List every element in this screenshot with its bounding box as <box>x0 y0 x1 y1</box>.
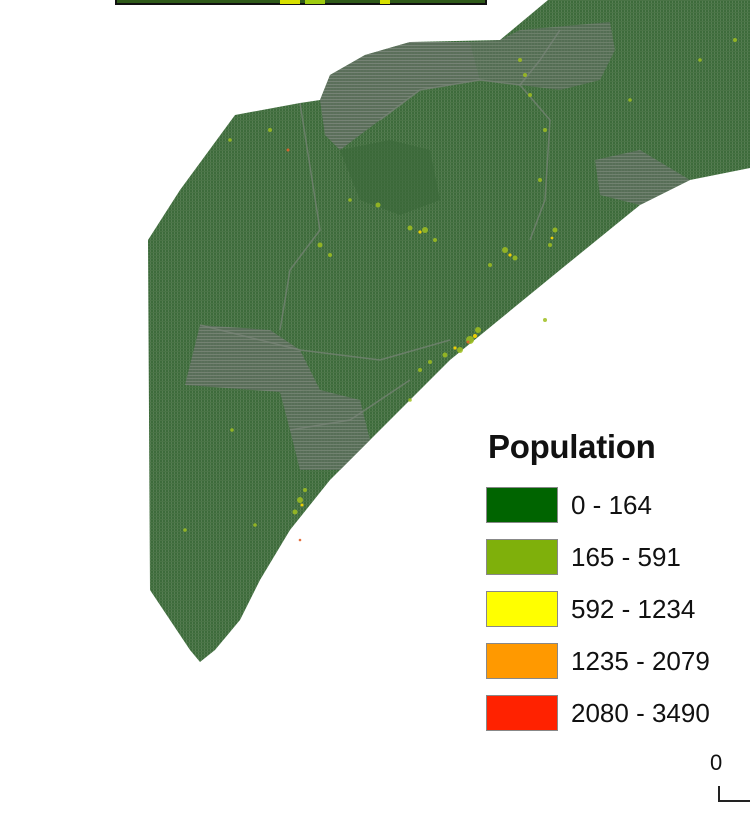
scale-start-label: 0 <box>710 750 723 775</box>
legend-item: 1235 - 2079 <box>486 642 746 680</box>
country-shape <box>148 0 750 662</box>
map-legend: Population 0 - 164 165 - 591 592 - 1234 … <box>486 428 746 746</box>
legend-item: 592 - 1234 <box>486 590 746 628</box>
inset-map-frame <box>115 0 487 5</box>
settlement-speckles <box>183 38 737 542</box>
legend-swatch <box>486 591 558 627</box>
legend-item: 0 - 164 <box>486 486 746 524</box>
scale-bar: 0 <box>708 750 750 806</box>
legend-title: Population <box>488 428 656 465</box>
legend-item: 2080 - 3490 <box>486 694 746 732</box>
legend-item: 165 - 591 <box>486 538 746 576</box>
scale-bar-line <box>718 786 750 802</box>
legend-label: 0 - 164 <box>571 489 652 520</box>
legend-swatch <box>486 643 558 679</box>
legend-label: 1235 - 2079 <box>571 645 710 676</box>
legend-swatch <box>486 539 558 575</box>
legend-label: 2080 - 3490 <box>571 697 710 728</box>
legend-label: 165 - 591 <box>571 541 681 572</box>
legend-swatch <box>486 695 558 731</box>
legend-label: 592 - 1234 <box>571 593 696 624</box>
legend-swatch <box>486 487 558 523</box>
